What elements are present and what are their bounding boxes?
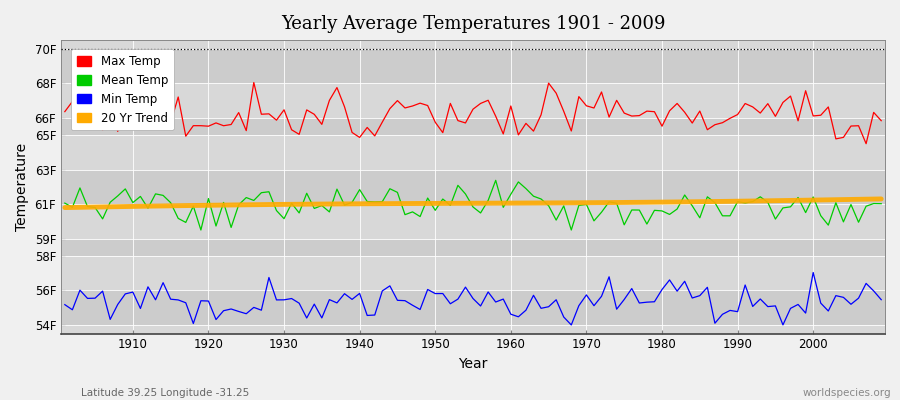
Text: worldspecies.org: worldspecies.org (803, 388, 891, 398)
Y-axis label: Temperature: Temperature (15, 143, 29, 231)
Title: Yearly Average Temperatures 1901 - 2009: Yearly Average Temperatures 1901 - 2009 (281, 15, 665, 33)
Bar (61, 239, 885, 256)
Bar (61, 256, 885, 290)
Bar (61, 135, 885, 170)
Text: Latitude 39.25 Longitude -31.25: Latitude 39.25 Longitude -31.25 (81, 388, 249, 398)
Bar (61, 204, 885, 239)
Bar (61, 49, 885, 83)
Bar (61, 118, 885, 135)
X-axis label: Year: Year (458, 357, 488, 371)
Bar (61, 83, 885, 118)
Legend: Max Temp, Mean Temp, Min Temp, 20 Yr Trend: Max Temp, Mean Temp, Min Temp, 20 Yr Tre… (71, 49, 174, 130)
Bar (61, 290, 885, 325)
Bar (61, 170, 885, 204)
